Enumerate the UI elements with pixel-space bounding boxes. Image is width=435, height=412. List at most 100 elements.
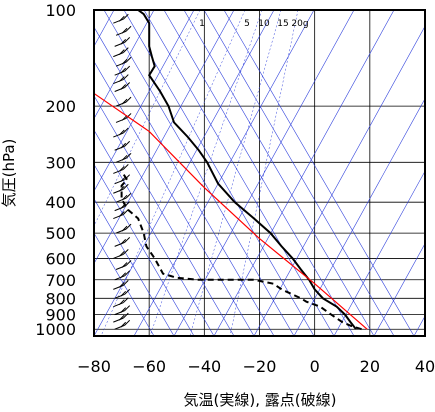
mixing-ratio-label: 10 bbox=[258, 19, 270, 29]
moist-adiabat-line bbox=[94, 10, 235, 265]
barb-flag bbox=[122, 249, 129, 255]
dry-adiabat-line bbox=[94, 232, 155, 336]
barb-staff bbox=[114, 87, 125, 92]
wind-barb bbox=[114, 37, 131, 47]
wind-barb bbox=[113, 47, 129, 58]
moist-adiabat-line bbox=[133, 10, 315, 336]
barb-flag bbox=[120, 238, 127, 245]
barb-staff bbox=[113, 52, 124, 58]
y-tick-label: 400 bbox=[45, 193, 76, 212]
barb-flag bbox=[118, 185, 125, 192]
x-axis-label: 気温(実線), 露点(破線) bbox=[184, 391, 337, 409]
moist-adiabat-line bbox=[173, 10, 355, 336]
barb-flag bbox=[121, 3, 126, 8]
wind-barb bbox=[115, 152, 132, 163]
barb-staff bbox=[113, 253, 124, 259]
barb-flag bbox=[121, 58, 128, 65]
barb-flag bbox=[125, 152, 132, 159]
barb-staff bbox=[114, 70, 125, 76]
y-tick-label: 600 bbox=[45, 249, 76, 268]
series-lines bbox=[94, 10, 368, 331]
moist-adiabat-line bbox=[213, 10, 395, 336]
mixing-ratio-labels: 1 5 10 15 20g bbox=[199, 19, 308, 29]
dry-adiabat-line bbox=[94, 60, 255, 336]
mixing-ratio-label: 15 bbox=[277, 19, 288, 29]
temperature-curve bbox=[137, 10, 357, 330]
barb-staff bbox=[113, 132, 124, 138]
y-tick-label: 1000 bbox=[35, 320, 76, 339]
barb-flag bbox=[120, 272, 127, 279]
mixing-ratio-label: 1 bbox=[199, 19, 205, 29]
moist-adiabat-line bbox=[373, 243, 425, 336]
barb-flag bbox=[121, 194, 128, 201]
x-tick-label: 40 bbox=[415, 357, 435, 376]
dry-adiabat-line bbox=[203, 10, 395, 336]
dry-adiabat-line bbox=[94, 163, 195, 336]
dry-adiabat-line bbox=[143, 10, 335, 336]
wind-barb bbox=[115, 260, 132, 270]
mixing-ratio-line bbox=[229, 10, 299, 336]
barb-staff bbox=[113, 188, 124, 194]
barb-flag bbox=[120, 67, 127, 74]
mixing-ratio-line bbox=[100, 10, 246, 336]
barb-staff bbox=[113, 168, 124, 174]
barb-staff bbox=[115, 228, 127, 234]
barb-flag bbox=[124, 288, 131, 295]
barb-flag bbox=[120, 84, 127, 90]
barb-staff bbox=[114, 179, 125, 185]
barb-flag bbox=[124, 270, 131, 277]
wind-barb bbox=[114, 140, 131, 151]
barb-flag bbox=[125, 113, 132, 119]
barb-flag bbox=[122, 312, 129, 319]
barb-flag bbox=[125, 56, 132, 63]
barb-staff bbox=[114, 293, 125, 299]
dry-adiabat-line bbox=[94, 129, 215, 336]
barb-flag bbox=[122, 13, 129, 20]
barb-flag bbox=[122, 127, 129, 134]
y-tick-label: 100 bbox=[45, 1, 76, 20]
barb-flag bbox=[120, 321, 127, 328]
barb-flag bbox=[122, 297, 129, 304]
wind-barb bbox=[113, 74, 129, 85]
barb-staff bbox=[115, 265, 127, 270]
barb-flag bbox=[124, 305, 131, 311]
barb-flag bbox=[122, 47, 129, 54]
y-tick-label: 900 bbox=[45, 306, 76, 325]
moist-adiabat-line bbox=[293, 98, 425, 336]
barb-flag bbox=[118, 76, 125, 82]
moist-adiabat-line bbox=[94, 10, 275, 336]
wind-barb bbox=[114, 288, 131, 299]
barb-flag bbox=[121, 154, 128, 161]
barb-flag bbox=[121, 27, 128, 34]
x-tick-label: −80 bbox=[77, 357, 111, 376]
mixing-ratio-label: 20g bbox=[291, 19, 308, 29]
barb-staff bbox=[113, 302, 124, 308]
barb-flag bbox=[118, 314, 125, 321]
wind-barb bbox=[113, 183, 129, 194]
dry-adiabat-line bbox=[94, 198, 175, 336]
y-tick-label: 300 bbox=[45, 153, 76, 172]
mixing-ratio-line bbox=[94, 10, 201, 227]
wind-barb bbox=[114, 65, 131, 76]
barb-flag bbox=[122, 164, 129, 170]
y-axis-label: 気圧(hPa) bbox=[0, 139, 18, 208]
barb-staff bbox=[114, 324, 125, 330]
wind-barb bbox=[115, 96, 132, 107]
x-tick-label: 20 bbox=[360, 357, 380, 376]
wind-barb bbox=[114, 236, 131, 247]
mixing-ratio-label: 5 bbox=[244, 19, 250, 29]
barb-flag bbox=[118, 251, 125, 257]
dry-adiabat-line bbox=[94, 26, 275, 336]
dry-adiabat-line bbox=[123, 10, 315, 336]
barb-staff bbox=[114, 206, 125, 212]
barb-flag bbox=[124, 236, 131, 243]
wind-barb bbox=[114, 82, 131, 92]
barb-flag bbox=[121, 262, 128, 268]
barb-flag bbox=[122, 74, 129, 80]
barb-flag bbox=[125, 223, 132, 230]
wind-barb bbox=[113, 312, 129, 323]
barb-flag bbox=[121, 225, 128, 232]
mixing-ratio-line bbox=[189, 10, 282, 336]
dry-adiabat-line bbox=[163, 10, 355, 336]
barb-flag bbox=[125, 1, 130, 6]
